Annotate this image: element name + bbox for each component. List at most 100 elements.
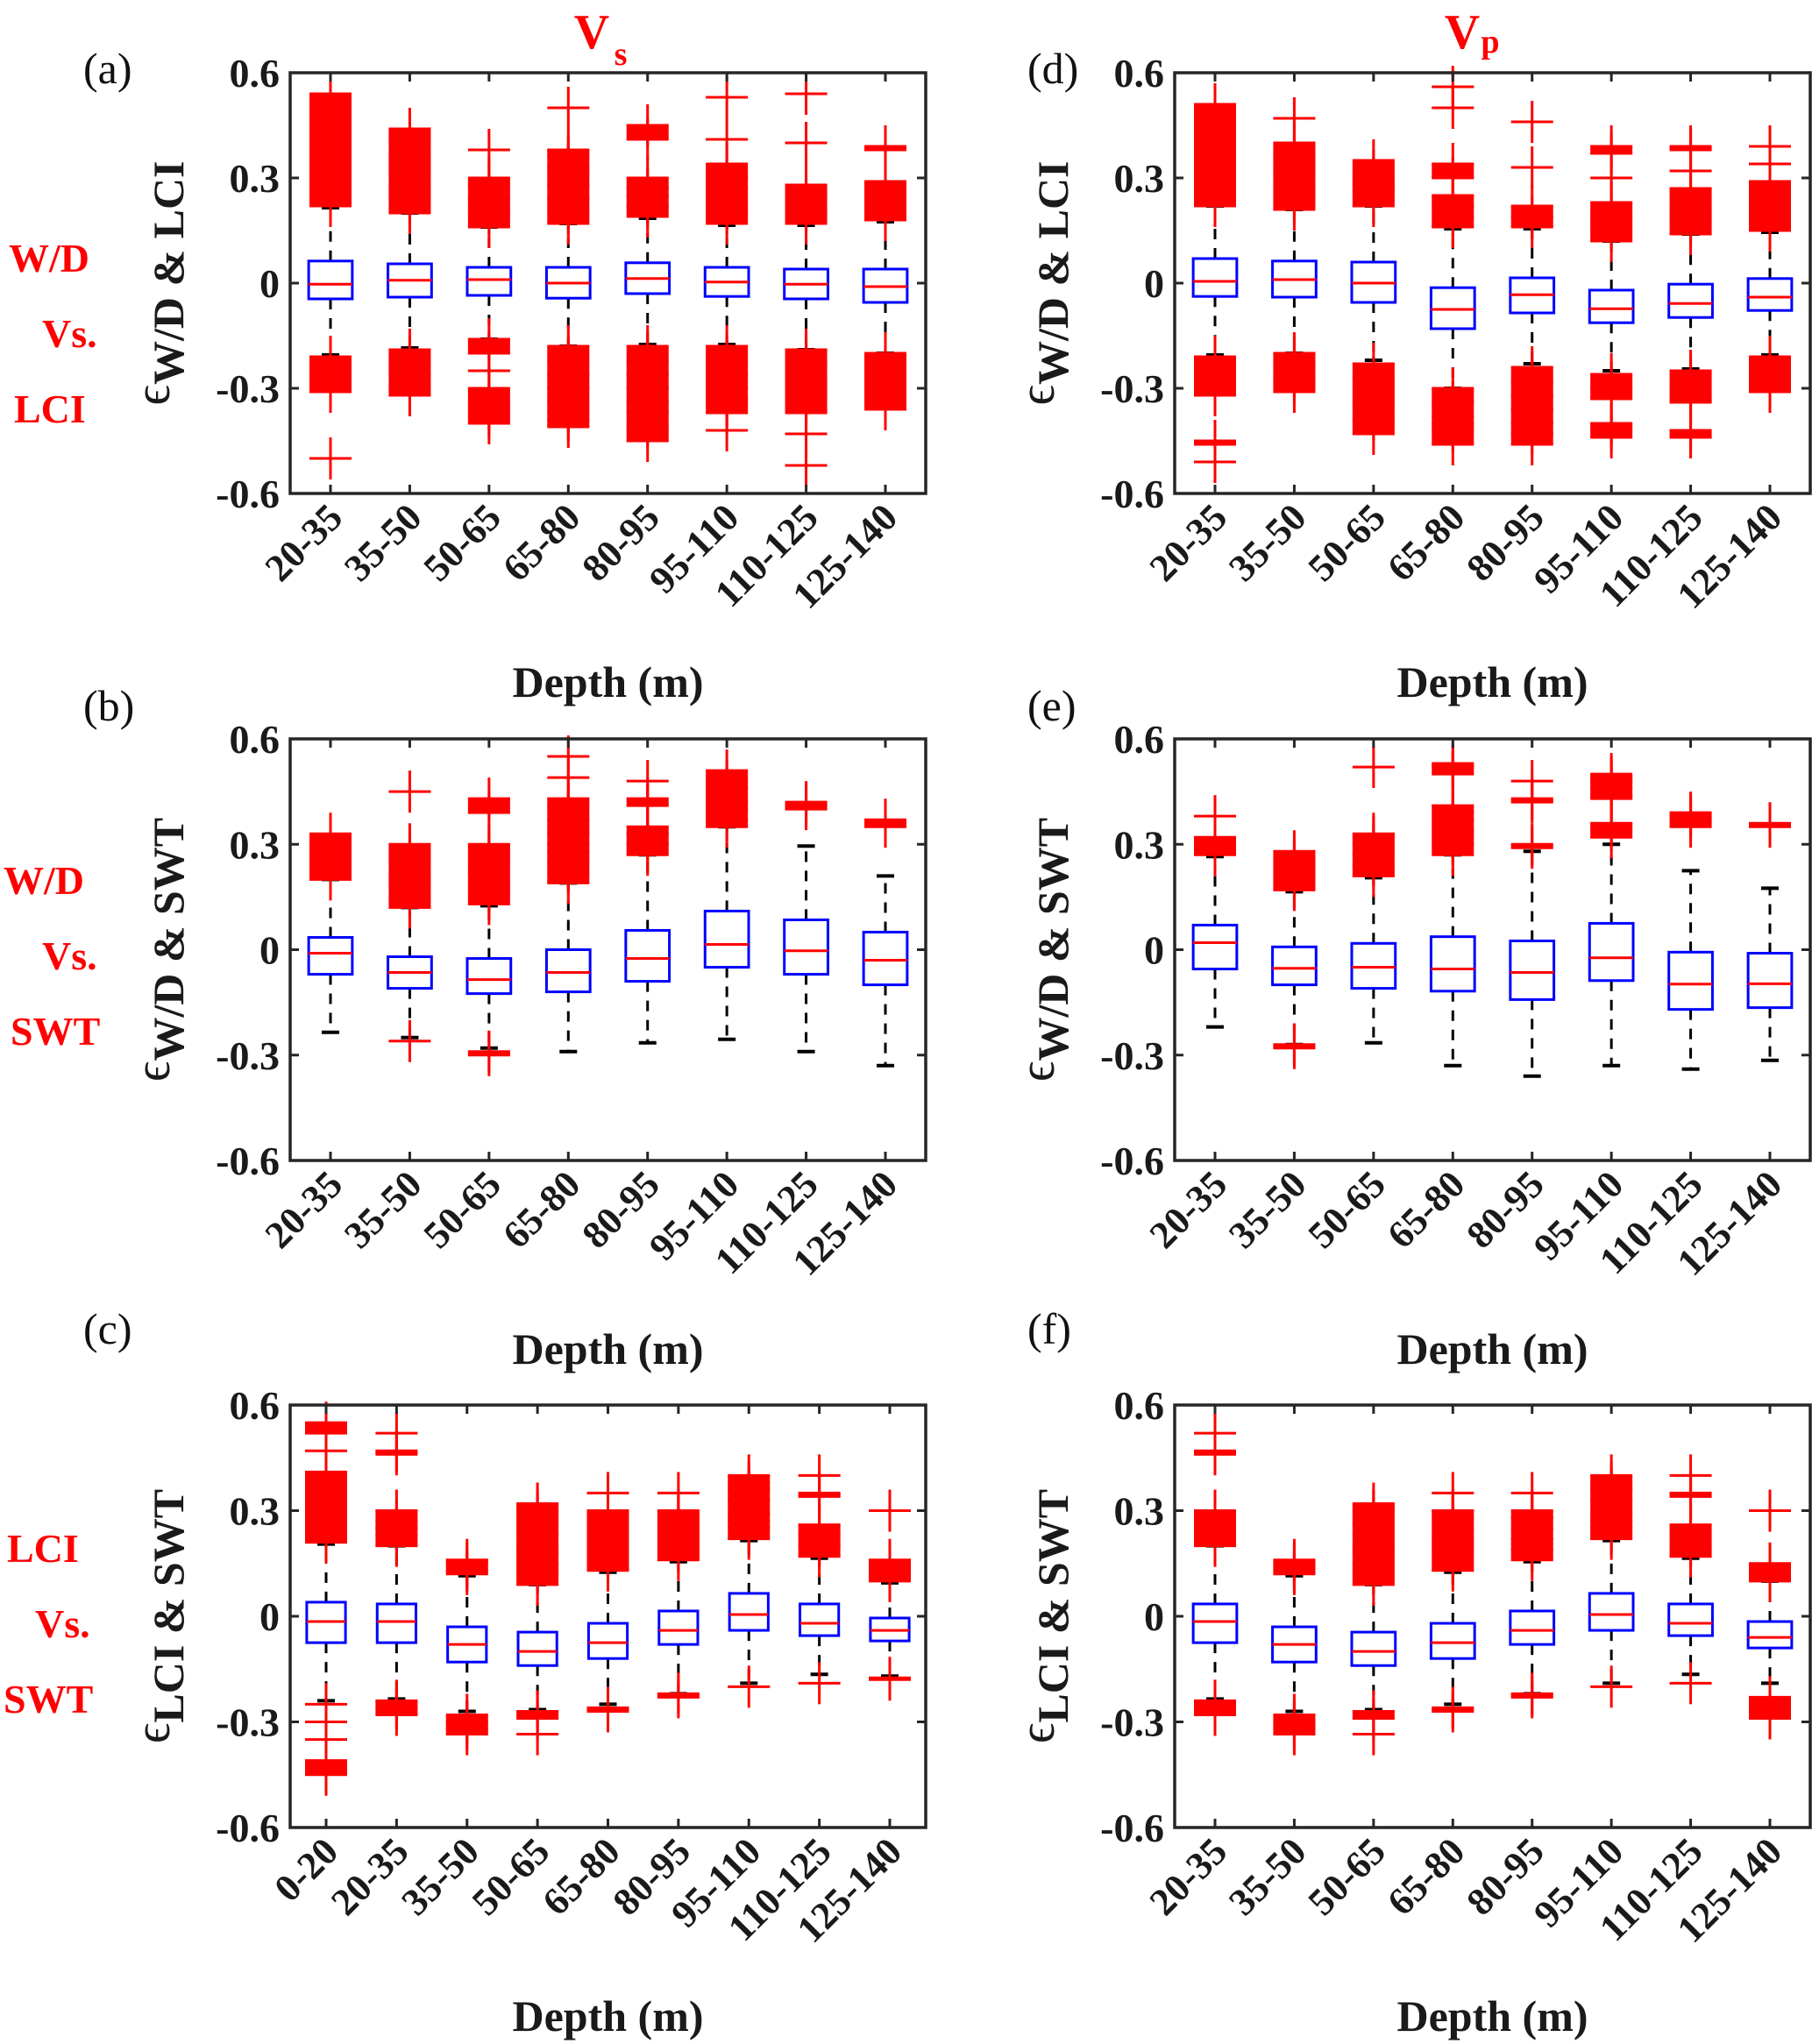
outlier-cluster: [1194, 1700, 1236, 1708]
column-title-vs: V s: [574, 5, 628, 73]
box-80-95: [1509, 1405, 1556, 1828]
outlier-cluster: [864, 820, 906, 824]
outlier-cluster: [445, 1559, 488, 1564]
outlier-cluster: [388, 199, 431, 213]
outlier-cluster: [1273, 869, 1316, 880]
outlier-cluster: [1194, 178, 1236, 192]
outlier-cluster: [1510, 206, 1553, 216]
outlier-cluster: [1432, 844, 1474, 855]
iqr-box: [1667, 950, 1714, 1011]
outlier-cluster: [375, 1535, 418, 1546]
outlier-cluster: [467, 858, 510, 873]
outlier-cluster: [1669, 1545, 1712, 1557]
outlier-cluster: [586, 1517, 629, 1529]
row-label-lci-vs-swt: LCI Vs. SWT: [4, 1526, 93, 1721]
outlier-cluster: [1510, 381, 1553, 395]
y-tick-label: -0.6: [1100, 472, 1164, 516]
outlier-cluster: [1352, 1563, 1395, 1574]
outlier-cluster: [1669, 1535, 1712, 1546]
box-65-80: [544, 735, 592, 1160]
y-axis-title-symbol: ϵ: [124, 1061, 181, 1082]
outlier-cluster: [626, 427, 669, 441]
row-label-line: Vs.: [35, 1601, 90, 1646]
x-tick-label: 65-80: [494, 1162, 588, 1256]
outlier-cluster: [1352, 1711, 1395, 1719]
iqr-box: [1588, 288, 1635, 324]
outlier-cluster: [1590, 1521, 1633, 1529]
outlier-cluster: [1590, 777, 1633, 782]
outlier-cluster: [445, 1563, 488, 1571]
x-tick-label: 50-65: [464, 1829, 558, 1923]
outlier-cluster: [305, 1510, 347, 1522]
y-axis-title-symbol: ϵ: [1008, 1061, 1065, 1082]
outlier-cluster: [516, 1524, 559, 1536]
outlier-cluster: [547, 872, 590, 884]
outlier-cluster: [728, 1514, 771, 1522]
outlier-cluster: [1352, 1545, 1395, 1553]
column-title-main: V: [574, 5, 609, 60]
outlier-cluster: [547, 185, 590, 199]
outlier-cluster: [1273, 1728, 1316, 1735]
outlier-cluster: [1352, 1524, 1395, 1536]
outlier-cluster: [445, 1721, 488, 1729]
box-80-95: [1509, 739, 1556, 1160]
outlier-cluster: [1749, 367, 1791, 378]
y-axis-title-symbol: ϵ: [124, 385, 181, 405]
outlier-cluster: [467, 416, 510, 423]
outlier-cluster: [1669, 146, 1712, 150]
outlier-cluster: [388, 350, 431, 360]
outlier-cluster: [1749, 378, 1791, 392]
outlier-cluster: [869, 1566, 911, 1574]
box-110-125: [1667, 73, 1714, 493]
outlier-cluster: [445, 1570, 488, 1574]
outlier-cluster: [706, 188, 749, 202]
outlier-cluster: [626, 844, 669, 855]
outlier-cluster: [626, 346, 669, 360]
outlier-cluster: [1432, 837, 1474, 845]
iqr-box: [1509, 1609, 1556, 1646]
iqr-box: [375, 1602, 417, 1644]
outlier-cluster: [467, 185, 510, 199]
outlier-cluster: [1432, 767, 1474, 775]
outlier-cluster: [1749, 199, 1791, 209]
outlier-cluster: [1352, 185, 1395, 192]
outlier-cluster: [516, 1535, 559, 1546]
outlier-cluster: [1194, 441, 1236, 444]
outlier-cluster: [1510, 409, 1553, 423]
outlier-cluster: [1749, 188, 1791, 199]
outlier-cluster: [626, 360, 669, 374]
outlier-cluster: [547, 374, 590, 388]
outlier-cluster: [706, 406, 749, 413]
outlier-cluster: [1432, 1517, 1474, 1529]
outlier-cluster: [1432, 388, 1474, 402]
y-tick-label: 0.6: [230, 717, 281, 762]
outlier-cluster: [388, 374, 431, 385]
outlier-cluster: [626, 834, 669, 845]
outlier-cluster: [1432, 763, 1474, 768]
outlier-cluster: [445, 1728, 488, 1735]
iqr-box: [1429, 1622, 1476, 1660]
outlier-cluster: [309, 139, 352, 153]
outlier-cluster: [516, 1517, 559, 1525]
outlier-cluster: [1273, 164, 1316, 174]
outlier-cluster: [1669, 820, 1712, 827]
box-80-95: [624, 739, 672, 1160]
outlier-cluster: [1510, 1549, 1553, 1560]
iqr-box: [1588, 921, 1635, 983]
outlier-cluster: [1510, 434, 1553, 444]
panel-b: (b)0.60.30-0.3-0.6ϵW/D & SWT20-3535-5050…: [83, 681, 927, 1373]
outlier-cluster: [864, 199, 906, 209]
outlier-cluster: [1273, 1559, 1316, 1564]
iqr-box: [1588, 1592, 1635, 1632]
y-tick-label: -0.6: [216, 1139, 280, 1183]
outlier-cluster: [467, 339, 510, 353]
outlier-cluster: [1510, 1517, 1553, 1529]
outlier-cluster: [1352, 364, 1395, 378]
outlier-cluster: [375, 1451, 418, 1455]
box-95-110: [1588, 1405, 1635, 1828]
outlier-cluster: [1194, 1451, 1236, 1455]
outlier-cluster: [388, 851, 431, 862]
outlier-cluster: [1194, 143, 1236, 150]
outlier-cluster: [586, 1549, 629, 1560]
box-80-95: [657, 1405, 700, 1828]
